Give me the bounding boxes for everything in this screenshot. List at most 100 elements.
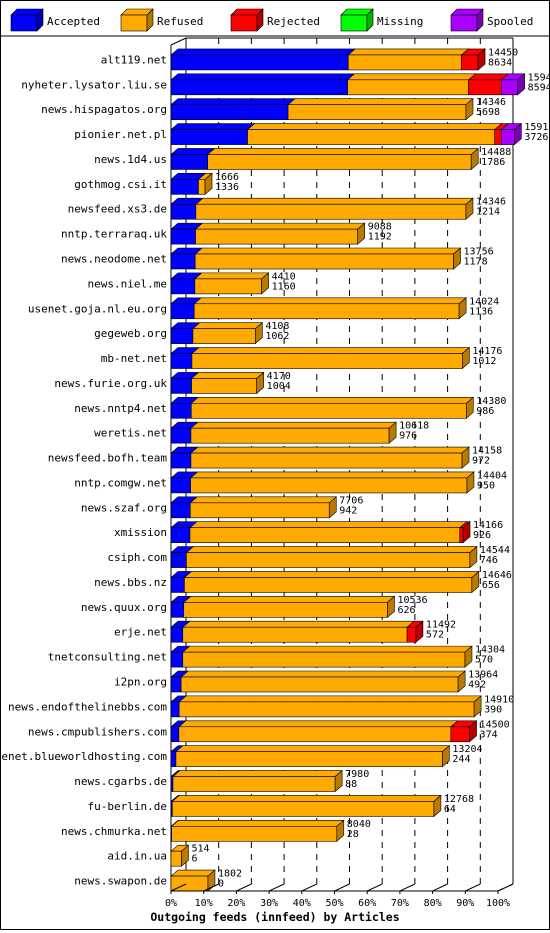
x-tick-label: 10% [195,898,213,909]
bar-segment-side [357,222,366,245]
bar-segment-top [170,148,216,155]
bar-segment [182,651,466,668]
bar-segment-top [181,645,473,653]
row-label: usenet.blueworldhosting.com [1,750,167,763]
bar-segment-side [181,844,189,867]
bar-segment [170,278,196,295]
bar-accepted-label: 1136 [469,306,493,317]
bar-accepted-label: 626 [397,605,415,616]
bar-total-label: 12768 [444,794,474,805]
bar-segment-top [189,471,475,479]
bar-segment-side [473,695,482,718]
bar-total-label: 14304 [475,645,505,656]
bar-segment [468,79,502,96]
bar-segment [170,751,177,767]
bar-segment [170,154,208,170]
bar-segment [191,353,463,369]
bar-segment-side [433,794,442,818]
x-tick-label: 60% [358,898,376,909]
row-label: news.cgarbs.de [74,775,167,788]
bar-segment [461,54,479,71]
row-label: news.endofthelinebbs.com [8,700,167,713]
bar-segment [406,626,417,643]
bar-accepted-label: 942 [339,505,357,516]
row-label: news.bbs.nz [94,576,167,589]
x-tick [465,883,481,892]
bar-segment-side [465,197,474,220]
bar-segment-top [170,819,345,827]
bar-segment-top [194,247,462,255]
bar-accepted-label: 5698 [476,107,500,118]
bar-segment [170,452,192,469]
bar-total-label: 4108 [265,321,289,332]
bar-row: pionier.net.pl 159123726 [74,122,550,146]
bar-segment [194,253,454,270]
bar-total-label: 14176 [472,346,502,357]
bar-segment-top [192,322,264,329]
legend-item: Rejected [230,8,320,32]
bar-total-label: 10618 [399,421,429,432]
bar-accepted-label: 986 [476,406,494,417]
bar-segment-side [466,471,475,494]
bar-total-label: 11492 [426,620,456,631]
x-axis: 0% 10% 20% 30% 40% 50% 60% 70% 80% 90% 100% [165,883,514,909]
x-tick [170,883,187,892]
bar-accepted-label: 1786 [481,157,505,168]
legend-swatch [450,14,478,32]
bar-accepted-label: 1160 [272,281,296,292]
bar-segment [189,527,461,544]
x-tick [399,883,416,892]
bar-segment [347,79,469,96]
bar-segment [198,179,206,195]
bar-row: nyheter.lysator.liu.se 159428594 [21,72,550,96]
bar-total-label: 514 [191,844,209,855]
legend-item: Refused [120,8,203,32]
bar-accepted-label: 6 [191,854,197,865]
bar-segment [171,825,338,842]
x-tick-label: 100% [486,898,510,909]
bar-segment [170,427,192,444]
bar-segment [170,328,194,344]
bar-segment [191,378,257,394]
bar-total-label: 14346 [476,97,506,108]
bar-total-label: 7706 [339,495,363,506]
bar-segment [178,701,475,718]
legend-label: Spooled [487,15,533,28]
bar-segment-top [171,795,442,802]
bar-segment-side [471,570,480,594]
bar-segment [347,54,462,71]
bar-accepted-label: 0 [218,879,224,890]
bar-segment [170,303,195,320]
bar-segment [500,79,518,96]
bar-accepted-label: 1062 [265,331,289,342]
bar-segment [170,228,196,245]
bar-accepted-label: 492 [468,680,486,691]
bar-segment [190,452,463,469]
row-label: newsfeed.bofh.team [48,452,168,465]
bar-total-label: 4170 [267,371,291,382]
bar-segment [182,626,408,643]
bar-segment-side [517,73,525,96]
bar-total-label: 10536 [397,595,427,606]
bar-segment-top [175,745,451,752]
row-label: newsfeed.xs3.de [68,203,167,216]
row-label: news.nntp4.net [74,402,167,415]
bar-total-label: 14404 [477,470,507,481]
bar-segment-side [457,670,466,693]
bar-segment [180,676,459,693]
bar-segment-top [346,73,477,81]
x-tick-label: 40% [293,898,311,909]
